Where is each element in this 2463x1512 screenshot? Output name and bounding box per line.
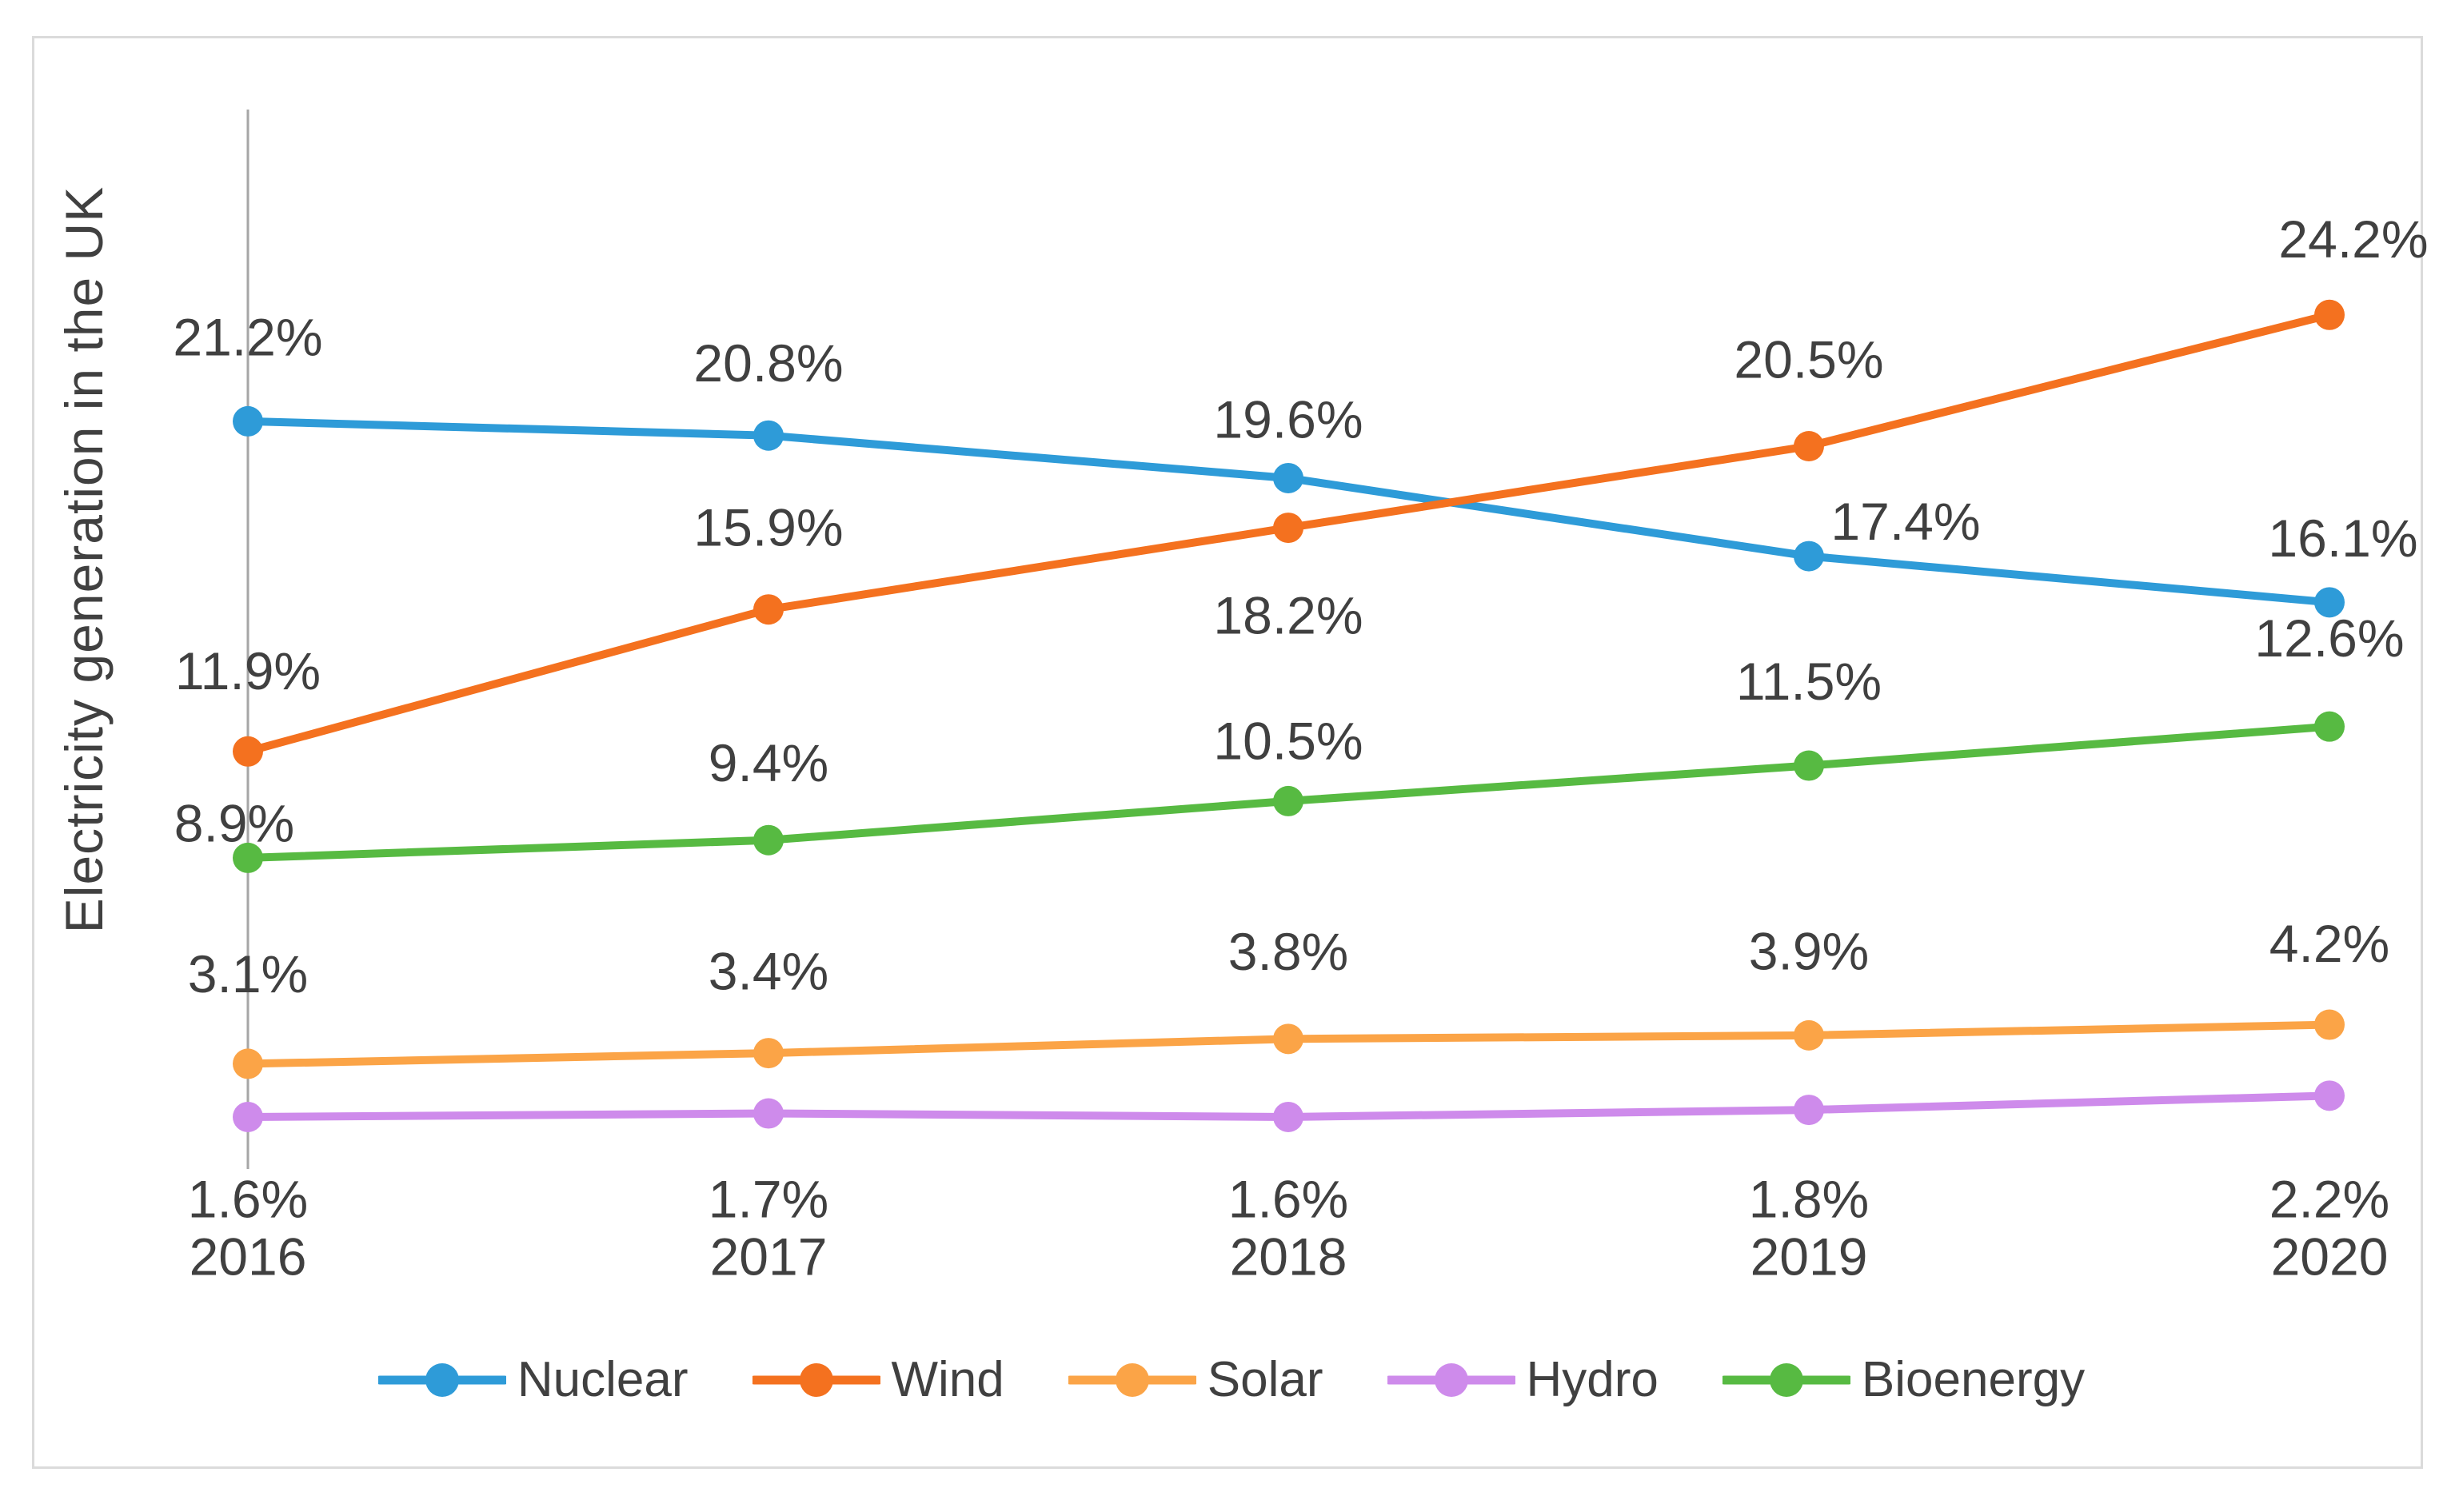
data-label-bioenergy-2016: 8.9%	[174, 793, 294, 852]
data-point-bioenergy-2020[interactable]	[2314, 711, 2345, 742]
data-point-hydro-2020[interactable]	[2314, 1080, 2345, 1111]
data-label-solar-2019: 3.9%	[1749, 921, 1869, 980]
data-point-nuclear-2019[interactable]	[1794, 541, 1824, 572]
legend-label-nuclear: Nuclear	[517, 1352, 689, 1407]
data-point-solar-2016[interactable]	[233, 1048, 263, 1079]
data-label-bioenergy-2017: 9.4%	[709, 733, 828, 792]
series-bioenergy	[233, 711, 2345, 873]
data-label-hydro-2018: 1.6%	[1228, 1169, 1348, 1228]
data-point-nuclear-2017[interactable]	[753, 420, 784, 451]
data-label-hydro-2020: 2.2%	[2269, 1169, 2389, 1228]
legend-label-hydro: Hydro	[1526, 1352, 1659, 1407]
legend-label-bioenergy: Bioenergy	[1861, 1352, 2086, 1407]
x-axis-label-2018[interactable]: 2018	[1230, 1227, 1347, 1286]
data-point-wind-2016[interactable]	[233, 736, 263, 767]
legend-marker-nuclear-icon	[377, 1363, 506, 1397]
data-point-bioenergy-2018[interactable]	[1273, 785, 1303, 816]
data-point-solar-2018[interactable]	[1273, 1023, 1303, 1055]
legend-item-hydro[interactable]: Hydro	[1387, 1355, 1659, 1405]
data-label-bioenergy-2019: 11.5%	[1736, 652, 1882, 711]
data-point-wind-2019[interactable]	[1794, 431, 1824, 462]
x-axis-label-2016[interactable]: 2016	[190, 1227, 307, 1286]
data-point-hydro-2019[interactable]	[1794, 1095, 1824, 1126]
legend-dot-bioenergy	[1769, 1363, 1803, 1397]
legend-dot-wind	[799, 1363, 833, 1397]
legend-item-solar[interactable]: Solar	[1068, 1355, 1323, 1405]
legend-dot-solar	[1115, 1363, 1149, 1397]
data-label-wind-2019: 20.5%	[1734, 329, 1883, 389]
legend-label-wind: Wind	[891, 1352, 1004, 1407]
data-point-hydro-2017[interactable]	[753, 1098, 784, 1129]
series-solar	[233, 1009, 2345, 1079]
data-point-solar-2020[interactable]	[2314, 1009, 2345, 1040]
data-point-hydro-2018[interactable]	[1273, 1101, 1303, 1132]
data-label-hydro-2016: 1.6%	[188, 1169, 308, 1228]
series-hydro	[233, 1080, 2345, 1132]
data-point-hydro-2016[interactable]	[233, 1101, 263, 1132]
data-point-bioenergy-2019[interactable]	[1794, 750, 1824, 781]
legend-marker-wind-icon	[752, 1363, 880, 1397]
data-label-nuclear-2019: 17.4%	[1830, 492, 1980, 551]
data-label-bioenergy-2020: 12.6%	[2254, 608, 2404, 668]
x-axis-label-2019[interactable]: 2019	[1750, 1227, 1868, 1286]
data-label-wind-2018: 18.2%	[1213, 586, 1363, 645]
data-label-nuclear-2020: 16.1%	[2268, 509, 2417, 568]
data-label-nuclear-2016: 21.2%	[173, 307, 322, 366]
legend-label-solar: Solar	[1207, 1352, 1323, 1407]
legend-item-bioenergy[interactable]: Bioenergy	[1722, 1352, 2086, 1407]
data-label-nuclear-2018: 19.6%	[1213, 389, 1363, 449]
legend-dot-nuclear	[425, 1363, 459, 1397]
legend-item-wind[interactable]: Wind	[752, 1355, 1004, 1405]
data-label-solar-2018: 3.8%	[1228, 922, 1348, 981]
data-label-hydro-2017: 1.7%	[709, 1169, 828, 1228]
data-label-solar-2020: 4.2%	[2269, 914, 2389, 973]
data-point-nuclear-2020[interactable]	[2314, 587, 2345, 618]
x-axis-label-2020[interactable]: 2020	[2271, 1227, 2389, 1286]
data-point-nuclear-2016[interactable]	[233, 405, 263, 437]
series-wind	[233, 299, 2345, 767]
data-point-solar-2017[interactable]	[753, 1038, 784, 1069]
data-point-wind-2018[interactable]	[1273, 513, 1303, 544]
data-point-solar-2019[interactable]	[1794, 1019, 1824, 1051]
data-point-bioenergy-2016[interactable]	[233, 842, 263, 873]
data-point-wind-2020[interactable]	[2314, 299, 2345, 330]
legend-dot-hydro	[1434, 1363, 1468, 1397]
series-nuclear	[233, 405, 2345, 618]
data-point-wind-2017[interactable]	[753, 594, 784, 625]
data-label-hydro-2019: 1.8%	[1749, 1169, 1869, 1228]
legend-marker-solar-icon	[1068, 1363, 1196, 1397]
data-label-solar-2017: 3.4%	[709, 942, 828, 1001]
data-point-nuclear-2018[interactable]	[1273, 462, 1303, 493]
data-label-solar-2016: 3.1%	[188, 944, 308, 1003]
data-label-wind-2020: 24.2%	[2278, 209, 2428, 269]
x-axis-label-2017[interactable]: 2017	[710, 1227, 828, 1286]
legend-marker-hydro-icon	[1387, 1363, 1515, 1397]
legend-item-nuclear[interactable]: Nuclear	[377, 1352, 689, 1407]
data-label-wind-2016: 11.9%	[175, 641, 321, 700]
legend-marker-bioenergy-icon	[1722, 1363, 1850, 1397]
data-label-nuclear-2017: 20.8%	[693, 333, 843, 393]
legend: Nuclear Wind Solar Hydro Bioenergy	[0, 1355, 2463, 1405]
data-label-bioenergy-2018: 10.5%	[1213, 711, 1363, 770]
data-point-bioenergy-2017[interactable]	[753, 824, 784, 856]
data-label-wind-2017: 15.9%	[693, 498, 843, 557]
